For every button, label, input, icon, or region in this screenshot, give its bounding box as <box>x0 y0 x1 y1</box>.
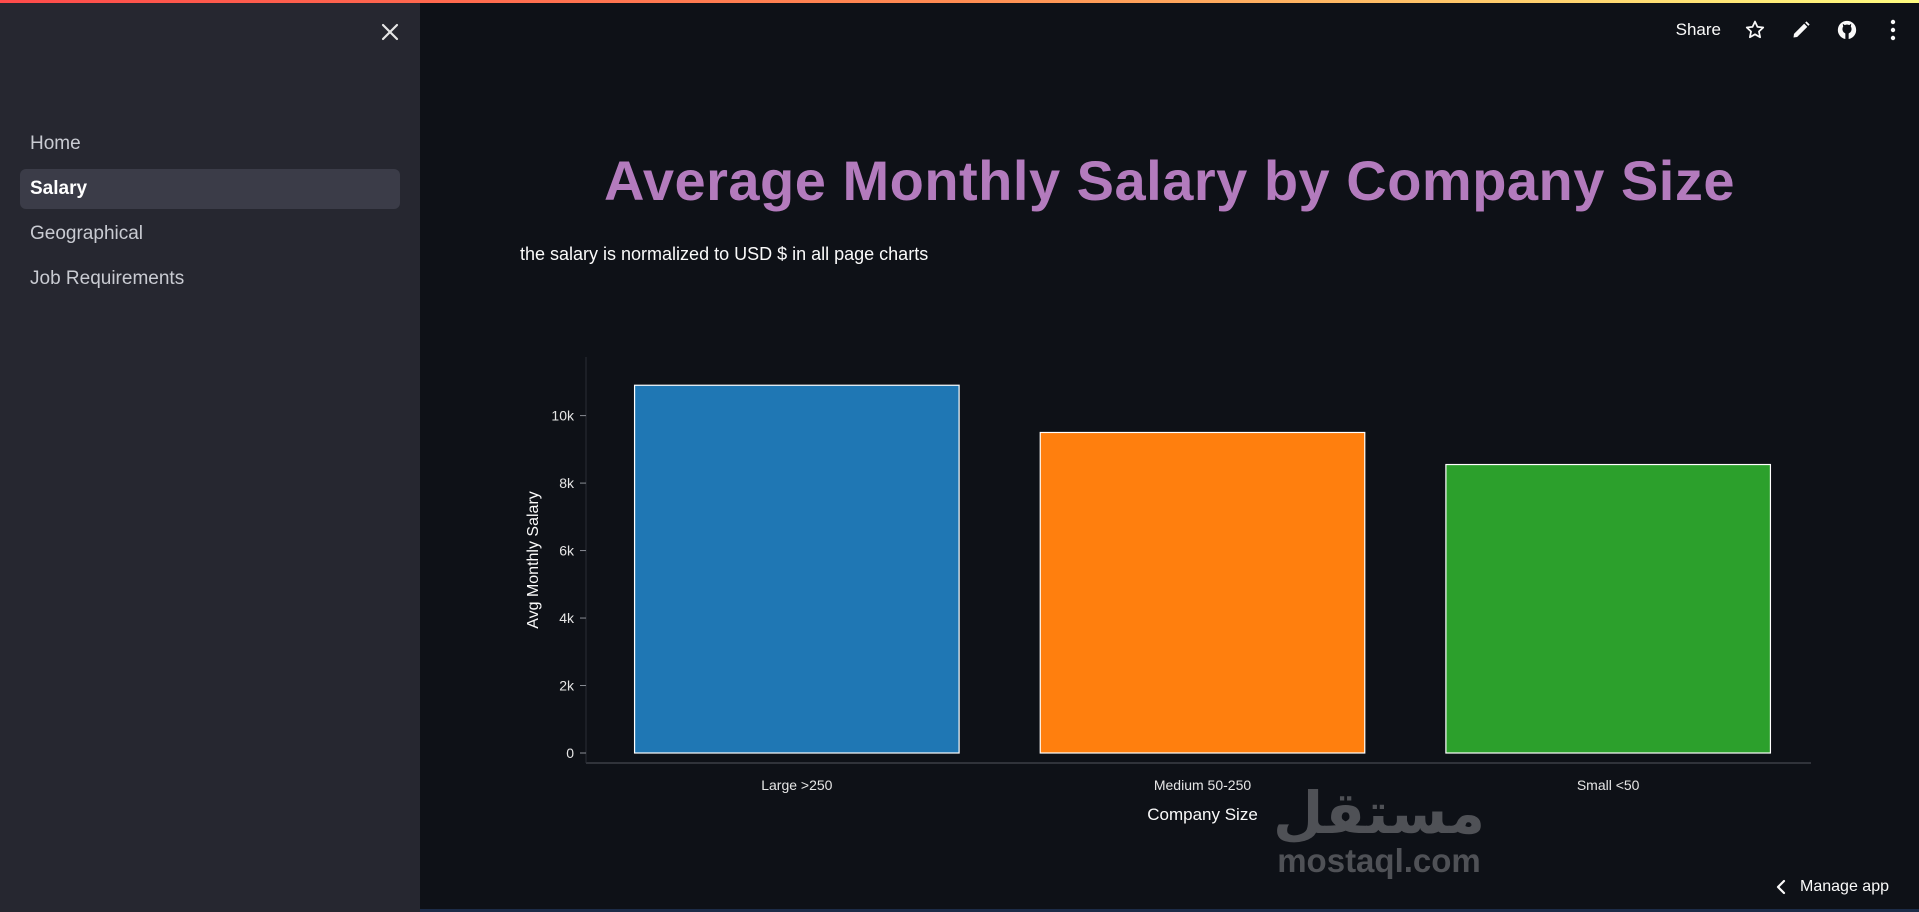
page-subtitle: the salary is normalized to USD $ in all… <box>520 244 929 264</box>
mostaql-watermark: مستقل mostaql.com <box>1264 784 1494 877</box>
sidebar: Home Salary Geographical Job Requirement… <box>0 0 420 912</box>
y-axis-title: Avg Monthly Salary <box>525 491 542 629</box>
main-menu-button[interactable] <box>1881 18 1905 42</box>
bottom-stripe <box>420 909 1919 912</box>
manage-app-button[interactable]: Manage app <box>1776 878 1889 896</box>
watermark-arabic-text: مستقل <box>1272 779 1486 847</box>
github-icon <box>1837 20 1857 40</box>
more-vertical-icon <box>1890 19 1896 41</box>
app-toolbar: Share <box>1676 14 1905 46</box>
sidebar-item-label: Salary <box>30 178 88 199</box>
watermark-latin-text: mostaql.com <box>1277 842 1481 879</box>
y-tick-label: 10k <box>551 408 575 424</box>
close-icon <box>381 23 399 41</box>
edit-button[interactable] <box>1789 18 1813 42</box>
x-tick-label: Large >250 <box>761 777 832 793</box>
y-tick-label: 8k <box>559 475 575 491</box>
sidebar-item-salary[interactable]: Salary <box>20 169 400 209</box>
github-button[interactable] <box>1835 18 1859 42</box>
x-tick-label: Medium 50-250 <box>1154 777 1251 793</box>
sidebar-item-label: Home <box>30 133 81 154</box>
bar[interactable] <box>633 384 960 754</box>
manage-app-label: Manage app <box>1800 878 1889 895</box>
bar-chart[interactable]: 0 2k 4k 6k 8k 10k Large >250 Medium 50-250 Small… <box>420 350 1919 830</box>
x-tick-label: Small <50 <box>1577 777 1640 793</box>
sidebar-nav: Home Salary Geographical Job Requirement… <box>20 124 400 304</box>
top-accent-stripe <box>0 0 1919 3</box>
main-content: Share Av <box>420 0 1919 912</box>
chevron-left-icon <box>1776 879 1786 895</box>
pencil-icon <box>1793 21 1810 38</box>
close-sidebar-button[interactable] <box>376 18 404 46</box>
bar-chart-container: 0 2k 4k 6k 8k 10k Large >250 Medium 50-250 Small… <box>420 350 1919 830</box>
sidebar-item-job-requirements[interactable]: Job Requirements <box>20 259 400 299</box>
x-axis-title: Company Size <box>1147 805 1258 824</box>
sidebar-item-home[interactable]: Home <box>20 124 400 164</box>
bar[interactable] <box>1445 463 1772 754</box>
share-button[interactable]: Share <box>1675 20 1721 39</box>
sidebar-item-label: Job Requirements <box>30 268 185 289</box>
y-tick-label: 4k <box>559 610 575 626</box>
y-tick-label: 2k <box>559 678 575 694</box>
favorite-button[interactable] <box>1743 18 1767 42</box>
y-tick-label: 0 <box>566 745 574 761</box>
sidebar-item-geographical[interactable]: Geographical <box>20 214 400 254</box>
page-title: Average Monthly Salary by Company Size <box>603 149 1736 212</box>
y-tick-label: 6k <box>559 543 575 559</box>
bar[interactable] <box>1039 431 1366 754</box>
sidebar-item-label: Geographical <box>30 223 144 244</box>
star-icon <box>1745 20 1765 39</box>
